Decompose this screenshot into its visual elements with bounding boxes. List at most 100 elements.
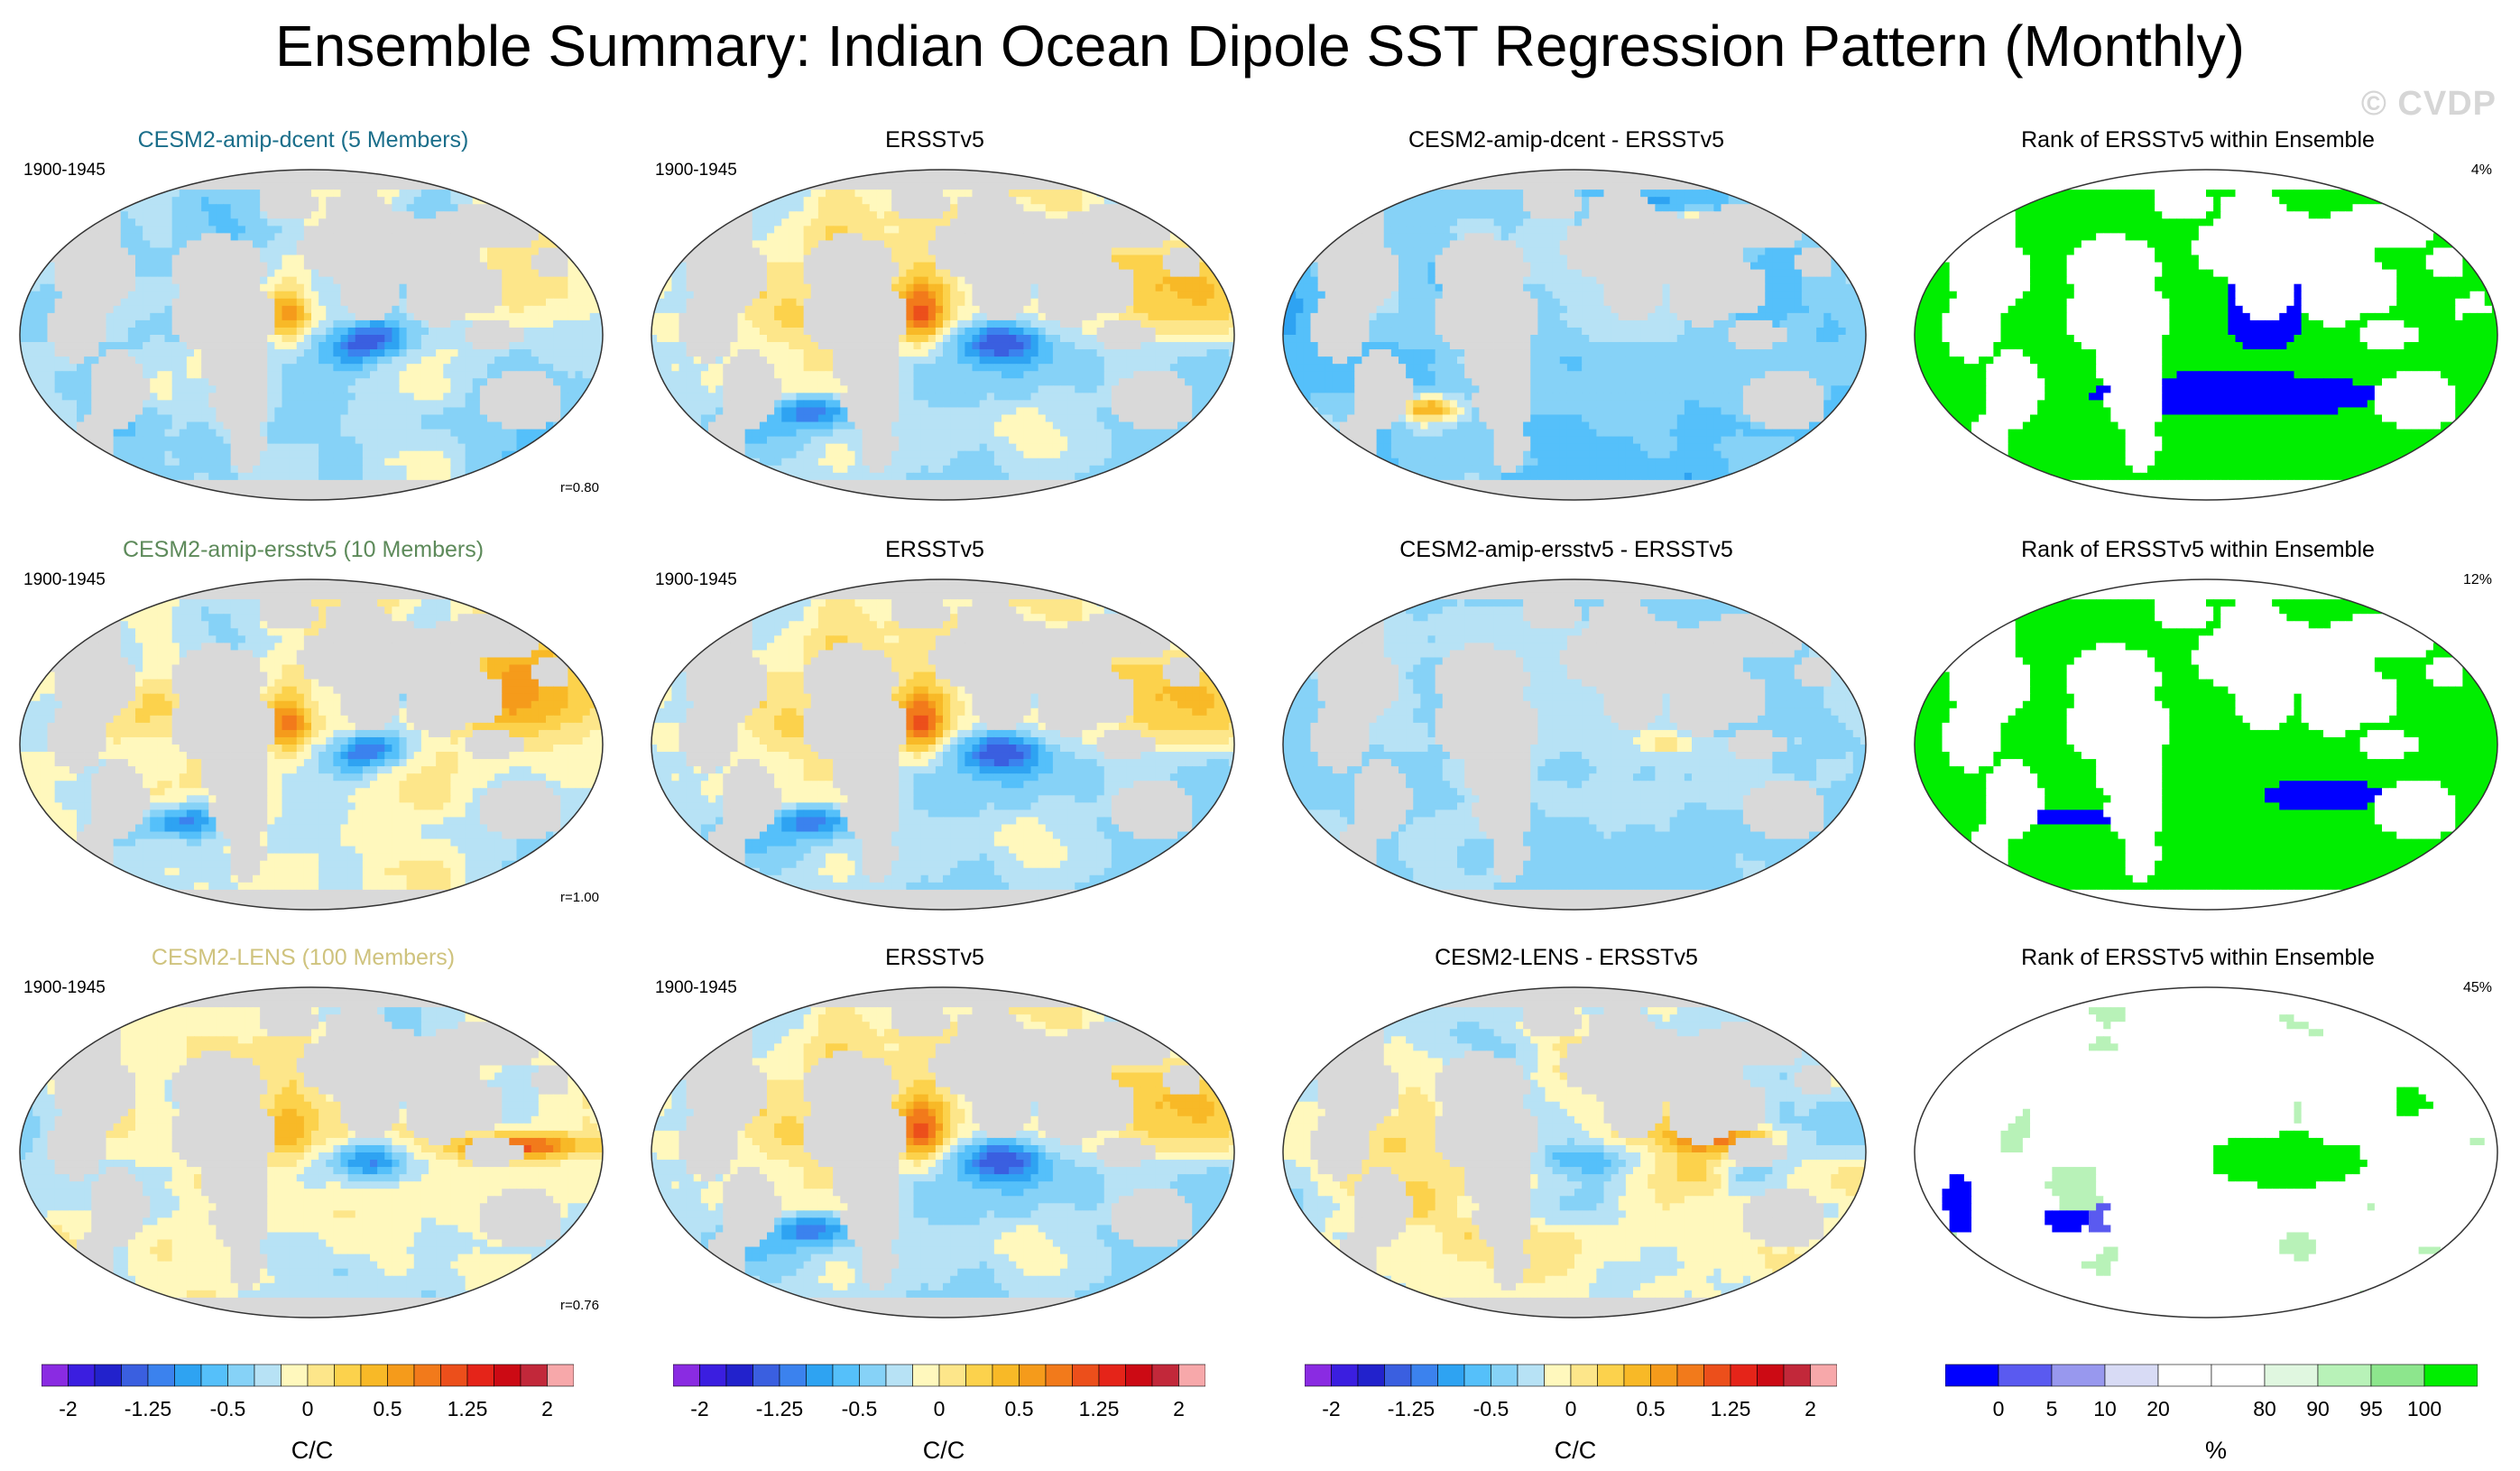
colorbar-tick-label: 0: [934, 1397, 946, 1421]
colorbar-swatch: [807, 1365, 834, 1386]
colorbar-swatch: [2105, 1365, 2158, 1386]
colorbar-swatch: [1784, 1365, 1811, 1386]
colorbar-tick-label: 2: [541, 1397, 553, 1421]
panel-r2-model: CESM2-amip-ersstv5 (10 Members)1900-1945…: [5, 536, 601, 924]
colorbar-swatch: [95, 1365, 122, 1386]
colorbar-tick-label: 95: [2359, 1397, 2383, 1421]
colorbar-swatch: [122, 1365, 149, 1386]
colorbar-tick-label: -0.5: [842, 1397, 878, 1421]
colorbar-swatch: [1073, 1365, 1100, 1386]
colorbar-swatch: [2371, 1365, 2424, 1386]
colorbar-tick-label: 5: [2046, 1397, 2058, 1421]
colorbar-swatch: [1571, 1365, 1598, 1386]
panel-title: CESM2-amip-dcent (5 Members): [5, 126, 601, 153]
colorbar-swatch: [1518, 1365, 1545, 1386]
map-sst_model_dcent: [18, 168, 605, 502]
colorbar-swatch: [1332, 1365, 1359, 1386]
colorbar-tick-label: -0.5: [210, 1397, 246, 1421]
colorbar-swatch: [992, 1365, 1020, 1386]
map-sst_obs: [650, 168, 1236, 502]
panel-title: CESM2-amip-dcent - ERSSTv5: [1269, 126, 1864, 153]
panel-title: CESM2-amip-ersstv5 (10 Members): [5, 536, 601, 563]
colorbar-swatch: [1731, 1365, 1758, 1386]
colorbar-swatch: [1179, 1365, 1206, 1386]
colorbar-swatch: [673, 1365, 700, 1386]
pattern-correlation: r=0.80: [560, 480, 599, 495]
map-rank_ersst: [1913, 578, 2499, 911]
panel-title: CESM2-LENS - ERSSTv5: [1269, 944, 1864, 971]
colorbar-swatch: [1651, 1365, 1678, 1386]
colorbar-swatch: [1758, 1365, 1785, 1386]
colorbar-tick-label: -0.5: [1473, 1397, 1509, 1421]
colorbar-swatch: [1545, 1365, 1572, 1386]
map-sst_diff_dcent: [1281, 168, 1868, 502]
colorbar-swatch: [939, 1365, 966, 1386]
panel-title: ERSSTv5: [637, 536, 1232, 563]
colorbar-swatch: [1305, 1365, 1332, 1386]
colorbar-swatch: [148, 1365, 175, 1386]
colorbar-tick-label: 0.5: [374, 1397, 402, 1421]
map-rank_dcent: [1913, 168, 2499, 502]
colorbar-swatch: [441, 1365, 468, 1386]
colorbar-units-label: %: [1945, 1437, 2487, 1465]
colorbar-units-label: C/C: [1305, 1437, 1846, 1465]
colorbar-swatch: [548, 1365, 575, 1386]
panel-r1-diff: CESM2-amip-dcent - ERSSTv5: [1269, 126, 1864, 514]
colorbar-swatch: [494, 1365, 522, 1386]
colorbar-swatches: [42, 1363, 574, 1390]
colorbar-swatch: [833, 1365, 860, 1386]
map-sst_diff_ersst: [1281, 578, 1868, 911]
colorbar-swatches: [1305, 1363, 1837, 1390]
colorbar-swatch: [1046, 1365, 1073, 1386]
colorbar-swatch: [2211, 1365, 2265, 1386]
colorbar-swatch: [2158, 1365, 2211, 1386]
pattern-correlation: r=1.00: [560, 890, 599, 905]
colorbar-swatches: [673, 1363, 1205, 1390]
panel-title: CESM2-LENS (100 Members): [5, 944, 601, 971]
colorbar-swatch: [1385, 1365, 1412, 1386]
colorbar-swatch: [860, 1365, 887, 1386]
colorbar-swatch: [308, 1365, 335, 1386]
colorbar-swatch: [913, 1365, 940, 1386]
panel-r3-diff: CESM2-LENS - ERSSTv5: [1269, 944, 1864, 1332]
colorbar-tick-label: -1.25: [125, 1397, 171, 1421]
colorbar-swatches: [1945, 1363, 2478, 1390]
map-sst_diff_lens: [1281, 985, 1868, 1319]
colorbar-swatch: [2424, 1365, 2478, 1386]
cvdp-watermark: © CVDP: [2361, 85, 2497, 124]
colorbar-swatch: [1411, 1365, 1438, 1386]
colorbar-tick-label: -2: [1322, 1397, 1340, 1421]
panel-title: ERSSTv5: [637, 126, 1232, 153]
colorbar-tick-label: -1.25: [1388, 1397, 1435, 1421]
colorbar-swatch: [361, 1365, 388, 1386]
colorbar-swatch: [388, 1365, 415, 1386]
colorbar-tick-label: 0: [302, 1397, 314, 1421]
colorbar-tick-label: 80: [2253, 1397, 2276, 1421]
panel-title: Rank of ERSSTv5 within Ensemble: [1900, 536, 2496, 563]
colorbar-swatch: [1020, 1365, 1047, 1386]
colorbar-swatch: [1998, 1365, 2052, 1386]
panel-r2-diff: CESM2-amip-ersstv5 - ERSSTv5: [1269, 536, 1864, 924]
colorbar-swatch: [1126, 1365, 1153, 1386]
panel-title: ERSSTv5: [637, 944, 1232, 971]
colorbar-tick-label: 1.25: [1079, 1397, 1120, 1421]
colorbar-tick-label: 20: [2146, 1397, 2170, 1421]
colorbar-swatch: [467, 1365, 494, 1386]
panel-title: CESM2-amip-ersstv5 - ERSSTv5: [1269, 536, 1864, 563]
colorbar-swatch: [2052, 1365, 2105, 1386]
colorbar-swatch: [1624, 1365, 1651, 1386]
map-sst_obs: [650, 985, 1236, 1319]
colorbar-tick-label: -1.25: [756, 1397, 803, 1421]
colorbar-swatch: [521, 1365, 548, 1386]
colorbar-swatch: [1704, 1365, 1731, 1386]
colorbar-tick-label: 1.25: [448, 1397, 488, 1421]
colorbar-tick-label: 0: [1993, 1397, 2005, 1421]
colorbar-tick-label: 0.5: [1005, 1397, 1034, 1421]
colorbar-swatch: [1152, 1365, 1179, 1386]
